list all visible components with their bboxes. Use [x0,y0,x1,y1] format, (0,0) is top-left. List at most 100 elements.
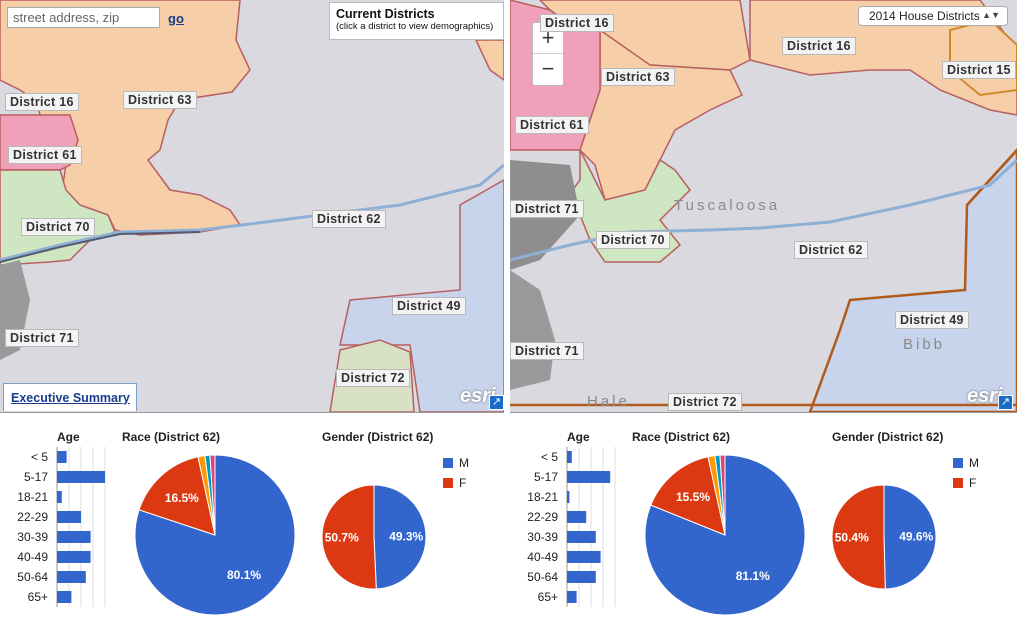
pie-slice[interactable] [883,484,937,590]
go-link[interactable]: go [168,11,184,26]
age-tick-label: 65+ [537,590,558,604]
age-bar[interactable] [57,511,81,523]
district-label[interactable]: District 71 [510,342,584,360]
district-label[interactable]: District 16 [540,14,614,32]
age-chart-title: Age [567,430,590,444]
age-bar[interactable] [567,591,577,603]
zoom-out-button[interactable]: − [541,56,555,81]
age-tick-label: 18-21 [527,490,558,504]
district-label[interactable]: District 71 [510,200,584,218]
age-tick-label: 50-64 [527,570,558,584]
current-districts-box: Current Districts (click a district to v… [329,2,504,40]
age-chart-title: Age [57,430,80,444]
pie-slice[interactable] [321,484,377,590]
age-bar-chart [566,447,616,607]
district-label[interactable]: District 61 [515,116,589,134]
pie-slice[interactable] [209,454,216,536]
race-pie-chart: 81.1% 15.5% [644,454,806,616]
district-label[interactable]: District 62 [794,241,868,259]
age-bar[interactable] [567,511,587,523]
expand-icon[interactable]: ↗ [489,395,504,410]
demographics-charts-right: Age Race (District 62) Gender (District 62… [510,413,1017,621]
district-label[interactable]: District 16 [5,93,79,111]
pie-slice[interactable] [831,484,886,590]
district-label[interactable]: District 72 [668,393,742,411]
pie-value-label: 80.1% [227,568,261,582]
district-label[interactable]: District 61 [8,146,82,164]
age-bar[interactable] [57,551,91,563]
age-tick-label: 30-39 [527,530,558,544]
pie-value-label: 49.3% [389,529,423,543]
district-label[interactable]: District 49 [392,297,466,315]
age-tick-label: 65+ [27,590,48,604]
district-shapes[interactable] [0,0,504,412]
legend-label: M [459,456,469,470]
legend-swatch-male [953,458,963,468]
age-bar[interactable] [57,491,62,503]
age-bar[interactable] [57,451,67,463]
left-map-panel: go Current Districts (click a district t… [0,0,504,621]
age-bar[interactable] [57,531,91,543]
district-label[interactable]: District 62 [312,210,386,228]
gender-pie-chart: 49.6% 50.4% [831,484,937,590]
district-label[interactable]: District 72 [336,369,410,387]
age-bar[interactable] [57,471,105,483]
age-bar[interactable] [567,451,572,463]
pie-value-label: 16.5% [165,491,199,505]
district-label[interactable]: District 70 [21,218,95,236]
district-plan-select[interactable]: 2014 House Districts ▲▼ [858,6,1008,26]
age-tick-label: 18-21 [17,490,48,504]
house-districts-map[interactable]: + − 2014 House Districts ▲▼ District 16 … [510,0,1017,413]
age-tick-label: 40-49 [17,550,48,564]
age-bar[interactable] [57,571,86,583]
district-label[interactable]: District 70 [596,231,670,249]
age-tick-label: 5-17 [23,470,48,484]
district-label[interactable]: District 16 [782,37,856,55]
address-search-input[interactable] [7,7,160,28]
district-label[interactable]: District 63 [601,68,675,86]
gender-pie-chart: 49.3% 50.7% [321,484,427,590]
age-bar[interactable] [567,471,611,483]
legend-swatch-female [443,478,453,488]
chevron-updown-icon: ▲▼ [982,10,1000,20]
legend-label: M [969,456,979,470]
age-bar[interactable] [57,591,72,603]
district-label[interactable]: District 63 [123,91,197,109]
age-bar[interactable] [567,491,570,503]
age-bar[interactable] [567,531,596,543]
legend-swatch-female [953,478,963,488]
zoom-control: + − [532,22,564,86]
age-bar[interactable] [567,551,601,563]
pie-slice[interactable] [138,456,216,536]
age-bar-chart [56,447,106,607]
current-districts-map[interactable]: go Current Districts (click a district t… [0,0,504,413]
expand-icon[interactable]: ↗ [998,395,1013,410]
pie-slice[interactable] [373,484,427,590]
district-label[interactable]: District 49 [895,311,969,329]
legend-label: F [969,476,977,490]
age-bar[interactable] [567,571,596,583]
pie-value-label: 15.5% [676,490,710,504]
executive-summary-link[interactable]: Executive Summary [3,383,137,411]
pie-slice[interactable] [719,454,726,536]
demographics-charts-left: Age Race (District 62) Gender (District 62… [0,413,504,621]
age-tick-label: 40-49 [527,550,558,564]
place-label: Bibb [903,336,946,353]
pie-slice[interactable] [650,456,726,536]
age-tick-label: 5-17 [533,470,558,484]
district-shapes[interactable] [510,0,1017,412]
place-label: Tuscaloosa [674,197,781,214]
age-tick-label: 22-29 [527,510,558,524]
district-label[interactable]: District 15 [942,61,1016,79]
legend-swatch-male [443,458,453,468]
district-label[interactable]: District 71 [5,329,79,347]
district-plan-value: 2014 House Districts [869,9,980,23]
pie-value-label: 81.1% [736,569,770,583]
current-districts-subtitle: (click a district to view demographics) [336,21,494,32]
age-tick-label: < 5 [540,450,558,464]
current-districts-title: Current Districts [336,7,435,21]
age-tick-label: 22-29 [17,510,48,524]
esri-logo: esri [460,385,496,407]
race-chart-title: Race (District 62) [122,430,221,444]
age-tick-label: 50-64 [17,570,48,584]
